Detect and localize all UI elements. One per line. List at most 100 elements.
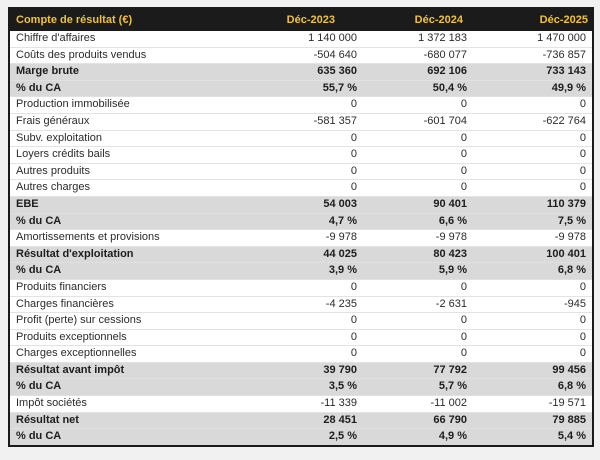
cell-value: 0: [271, 312, 363, 330]
cell-value: 80 423: [363, 246, 473, 264]
row-label: % du CA: [9, 80, 271, 98]
cell-value: 5,4 %: [473, 428, 593, 446]
cell-value: 66 790: [363, 412, 473, 430]
cell-value: 0: [473, 146, 593, 164]
cell-value: 44 025: [271, 246, 363, 264]
cell-value: 1 372 183: [363, 31, 473, 48]
cell-value: 2,5 %: [271, 428, 363, 446]
row-label: Production immobilisée: [9, 96, 271, 114]
cell-value: 3,9 %: [271, 262, 363, 280]
table-row: Chiffre d'affaires 1 140 000 1 372 183 1 47…: [9, 31, 593, 48]
cell-value: 0: [363, 345, 473, 363]
row-label: Résultat d'exploitation: [9, 246, 271, 264]
table-header-row: Compte de résultat (€) Déc-2023 Déc-2024…: [9, 8, 593, 31]
row-label: Coûts des produits vendus: [9, 47, 271, 65]
cell-value: 0: [363, 163, 473, 181]
row-label: Autres produits: [9, 163, 271, 181]
cell-value: 0: [271, 345, 363, 363]
cell-value: 28 451: [271, 412, 363, 430]
cell-value: 0: [473, 345, 593, 363]
cell-value: 110 379: [473, 196, 593, 214]
cell-value: 77 792: [363, 362, 473, 380]
cell-value: -9 978: [271, 229, 363, 247]
table-row: Amortissements et provisions -9 978 -9 978…: [9, 229, 593, 247]
cell-value: 3,5 %: [271, 378, 363, 397]
cell-value: 692 106: [363, 63, 473, 81]
cell-value: 5,9 %: [363, 262, 473, 280]
cell-value: 733 143: [473, 63, 593, 81]
cell-value: 0: [363, 179, 473, 197]
row-label: EBE: [9, 196, 271, 214]
cell-value: -2 631: [363, 296, 473, 314]
table-row: Autres charges 0 0 0: [9, 179, 593, 197]
cell-value: 0: [271, 163, 363, 181]
row-label: % du CA: [9, 213, 271, 231]
table-row: Production immobilisée 0 0 0: [9, 96, 593, 114]
cell-value: 6,6 %: [363, 213, 473, 231]
cell-value: 6,8 %: [473, 262, 593, 280]
column-header-dec-2023: Déc-2023: [271, 8, 363, 31]
row-label: Autres charges: [9, 179, 271, 197]
cell-value: 4,7 %: [271, 213, 363, 231]
table-row: EBE 54 003 90 401 110 379: [9, 196, 593, 214]
table-row: Marge brute 635 360 692 106 733 143: [9, 63, 593, 81]
row-label: % du CA: [9, 428, 271, 446]
cell-value: -581 357: [271, 113, 363, 131]
cell-value: 0: [363, 329, 473, 347]
column-header-dec-2024: Déc-2024: [363, 8, 473, 31]
row-label: Amortissements et provisions: [9, 229, 271, 247]
cell-value: -19 571: [473, 395, 593, 413]
table-row: Profit (perte) sur cessions 0 0 0: [9, 312, 593, 330]
cell-value: -504 640: [271, 47, 363, 65]
row-label: Résultat net: [9, 412, 271, 430]
cell-value: 0: [271, 279, 363, 297]
row-label: Marge brute: [9, 63, 271, 81]
cell-value: 100 401: [473, 246, 593, 264]
cell-value: 0: [271, 130, 363, 148]
row-label: Charges financières: [9, 296, 271, 314]
cell-value: 0: [363, 146, 473, 164]
row-label: Subv. exploitation: [9, 130, 271, 148]
table-row: Autres produits 0 0 0: [9, 163, 593, 181]
cell-value: 1 470 000: [473, 31, 593, 48]
cell-value: -622 764: [473, 113, 593, 131]
row-label: Produits financiers: [9, 279, 271, 297]
table-row: Résultat net 28 451 66 790 79 885: [9, 412, 593, 430]
cell-value: 0: [473, 329, 593, 347]
cell-value: 0: [473, 312, 593, 330]
cell-value: 99 456: [473, 362, 593, 380]
cell-value: 55,7 %: [271, 80, 363, 98]
cell-value: -9 978: [473, 229, 593, 247]
row-label: % du CA: [9, 378, 271, 397]
cell-value: 79 885: [473, 412, 593, 430]
cell-value: 0: [271, 96, 363, 114]
cell-value: 0: [473, 279, 593, 297]
cell-value: 0: [363, 312, 473, 330]
cell-value: 0: [473, 96, 593, 114]
row-label: Impôt sociétés: [9, 395, 271, 413]
table-row: Produits financiers 0 0 0: [9, 279, 593, 297]
cell-value: -945: [473, 296, 593, 314]
cell-value: 0: [473, 179, 593, 197]
cell-value: -601 704: [363, 113, 473, 131]
income-statement-table: Compte de résultat (€) Déc-2023 Déc-2024…: [8, 7, 594, 447]
cell-value: 39 790: [271, 362, 363, 380]
cell-value: -11 339: [271, 395, 363, 413]
row-label: Chiffre d'affaires: [9, 31, 271, 48]
cell-value: 0: [473, 163, 593, 181]
table-row: Subv. exploitation 0 0 0: [9, 130, 593, 148]
cell-value: 635 360: [271, 63, 363, 81]
row-label: Produits exceptionnels: [9, 329, 271, 347]
cell-value: 0: [271, 179, 363, 197]
cell-value: -11 002: [363, 395, 473, 413]
cell-value: 4,9 %: [363, 428, 473, 446]
table-row: Produits exceptionnels 0 0 0: [9, 329, 593, 347]
table-title: Compte de résultat (€): [9, 8, 271, 31]
cell-value: 49,9 %: [473, 80, 593, 98]
cell-value: 0: [363, 96, 473, 114]
row-label: Frais généraux: [9, 113, 271, 131]
row-label: Charges exceptionnelles: [9, 345, 271, 363]
column-header-dec-2025: Déc-2025: [473, 8, 593, 31]
cell-value: 50,4 %: [363, 80, 473, 98]
